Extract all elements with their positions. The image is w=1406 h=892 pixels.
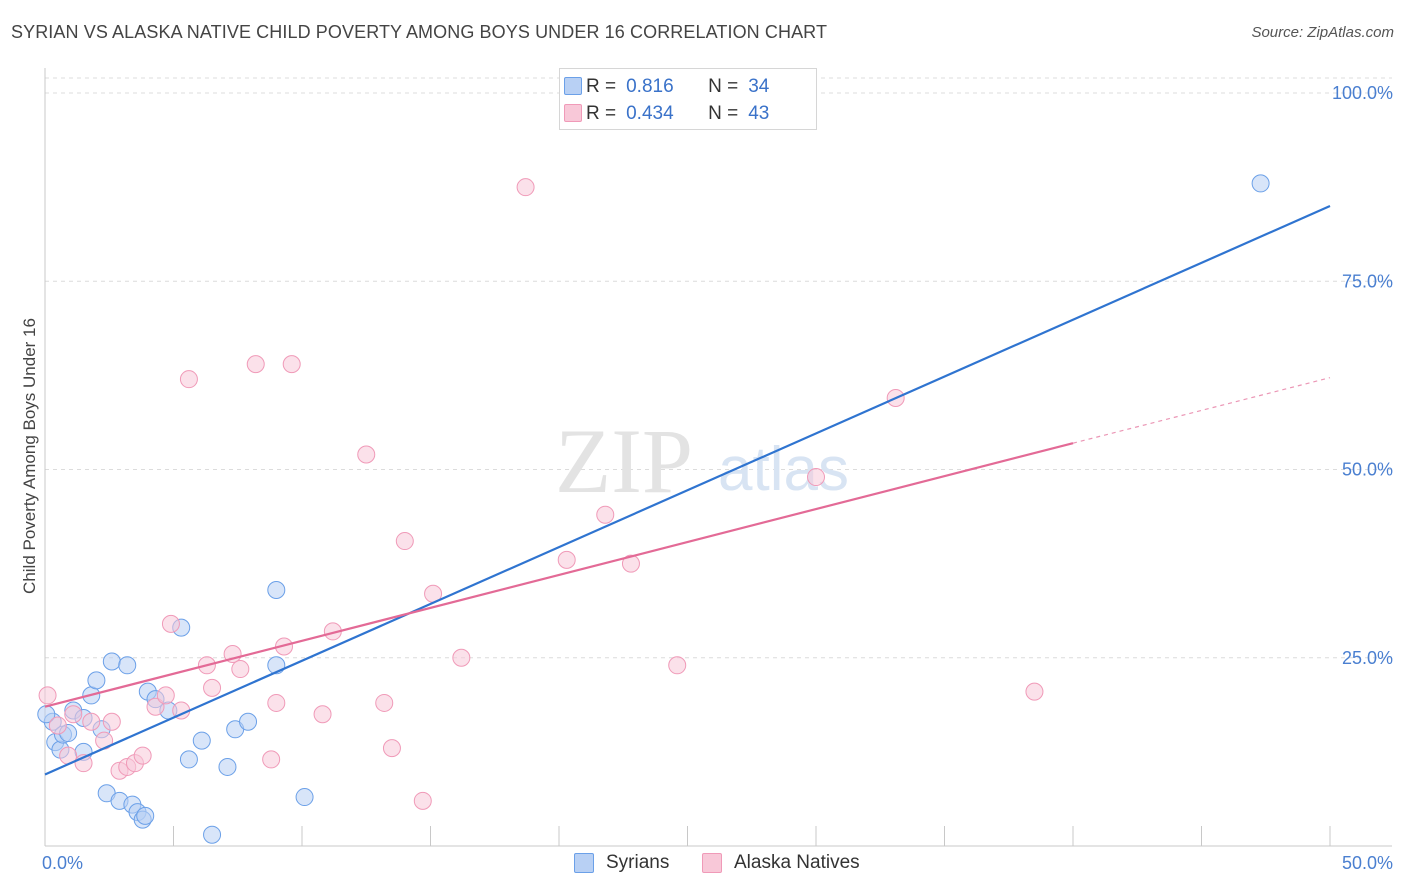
point-syrians — [203, 825, 222, 844]
point-syrians — [102, 652, 121, 671]
gridlines — [45, 77, 1392, 659]
point-alaska-natives — [282, 355, 301, 374]
legend-swatch-syrians — [564, 77, 582, 95]
point-alaska-natives — [382, 739, 401, 758]
watermark-zip: ZIP — [555, 410, 693, 512]
x-tick-label-max: 50.0% — [1342, 853, 1393, 873]
legend-swatch-alaska-natives — [564, 104, 582, 122]
legend-row-alaska-natives: R = 0.434 N = 43 — [564, 102, 770, 126]
y-tick-label: 75.0% — [1342, 271, 1393, 291]
y-tick-label: 25.0% — [1342, 648, 1393, 668]
y-tick-label: 100.0% — [1332, 83, 1393, 103]
legend-r-value: 0.434 — [626, 103, 674, 124]
point-alaska-natives — [1025, 682, 1044, 701]
point-alaska-natives — [668, 656, 687, 675]
legend-r-value: 0.816 — [626, 76, 674, 97]
point-alaska-natives — [64, 705, 83, 724]
series-label-alaska-natives: Alaska Natives — [734, 852, 860, 873]
correlation-legend: R = 0.816 N = 34 R = 0.434 N = 43 — [559, 68, 817, 130]
point-alaska-natives — [156, 686, 175, 705]
point-alaska-natives — [313, 705, 332, 724]
legend-r-label: R = — [586, 76, 617, 97]
point-syrians — [267, 581, 286, 599]
watermark-atlas: atlas — [718, 435, 849, 504]
point-syrians — [1251, 174, 1270, 193]
point-alaska-natives — [357, 445, 376, 464]
point-alaska-natives — [262, 750, 281, 769]
point-alaska-natives — [179, 370, 198, 389]
point-alaska-natives — [231, 660, 250, 679]
legend-r-label: R = — [586, 103, 617, 124]
point-alaska-natives — [807, 468, 825, 487]
trend-extension-alaska-natives — [1072, 377, 1331, 444]
series-label-syrians: Syrians — [606, 852, 670, 873]
legend-n-label: N = — [708, 103, 739, 124]
legend-n-value: 34 — [748, 76, 770, 97]
trend-line-syrians — [44, 204, 1331, 776]
source-credit: Source: ZipAtlas.com — [1251, 24, 1394, 41]
point-alaska-natives — [375, 693, 394, 712]
point-alaska-natives — [146, 697, 165, 716]
point-alaska-natives — [82, 712, 101, 731]
trend-lines — [44, 204, 1331, 776]
point-syrians — [179, 750, 198, 769]
x-tick-label-min: 0.0% — [42, 853, 83, 873]
point-syrians — [136, 806, 155, 825]
series-legend-alaska-natives: Alaska Natives — [702, 852, 860, 874]
trend-line-alaska-natives — [44, 442, 1074, 708]
point-syrians — [239, 712, 258, 731]
y-tick-label: 50.0% — [1342, 460, 1393, 480]
point-alaska-natives — [413, 791, 432, 810]
point-alaska-natives — [267, 693, 286, 712]
series-swatch-alaska-natives — [702, 853, 722, 873]
point-syrians — [118, 656, 137, 675]
point-alaska-natives — [557, 550, 576, 569]
point-alaska-natives — [102, 712, 121, 731]
legend-n-value: 43 — [748, 103, 770, 124]
point-alaska-natives — [452, 648, 471, 667]
series-swatch-syrians — [574, 853, 594, 873]
point-alaska-natives — [596, 505, 615, 524]
point-syrians — [87, 671, 106, 690]
point-syrians — [295, 788, 314, 807]
legend-row-syrians: R = 0.816 N = 34 — [564, 75, 770, 99]
legend-n-label: N = — [708, 76, 739, 97]
point-alaska-natives — [161, 614, 180, 633]
point-alaska-natives — [516, 178, 535, 197]
point-alaska-natives — [133, 746, 152, 765]
tick-labels: 25.0% 50.0% 75.0% 100.0% 0.0% 50.0% — [42, 83, 1393, 873]
point-alaska-natives — [246, 355, 265, 374]
chart-title: SYRIAN VS ALASKA NATIVE CHILD POVERTY AM… — [11, 22, 828, 42]
point-alaska-natives — [48, 716, 67, 735]
series-legend-syrians: Syrians — [574, 852, 669, 874]
point-alaska-natives — [38, 686, 57, 705]
point-syrians — [192, 731, 211, 750]
point-syrians — [218, 757, 237, 776]
point-alaska-natives — [203, 678, 222, 697]
point-alaska-natives — [621, 554, 640, 573]
watermark: ZIP atlas — [555, 410, 849, 512]
point-alaska-natives — [395, 532, 414, 551]
